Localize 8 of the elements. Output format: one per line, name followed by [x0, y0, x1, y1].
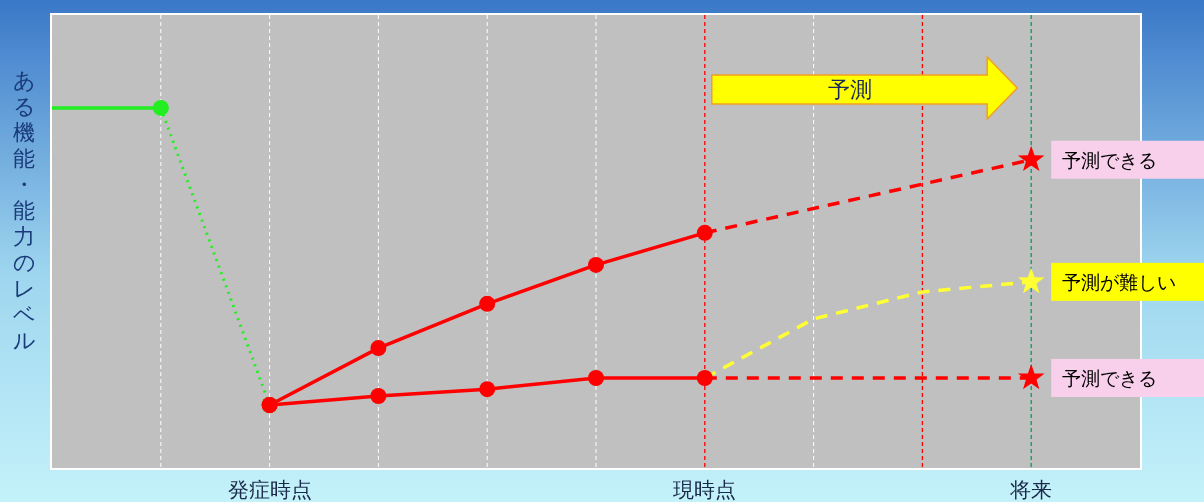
x-tick-label: 現時点 [673, 478, 737, 502]
text: ある機能・能力のレベル [12, 68, 36, 353]
annotation: 予測が難しい [1062, 270, 1177, 293]
x-tick-label: 発症時点 [227, 478, 312, 502]
annotation: 予測できる [1062, 366, 1158, 389]
x-tick-label: 将来 [1009, 478, 1053, 502]
text: 予測 [827, 77, 872, 102]
annotation: 予測できる [1062, 148, 1158, 171]
